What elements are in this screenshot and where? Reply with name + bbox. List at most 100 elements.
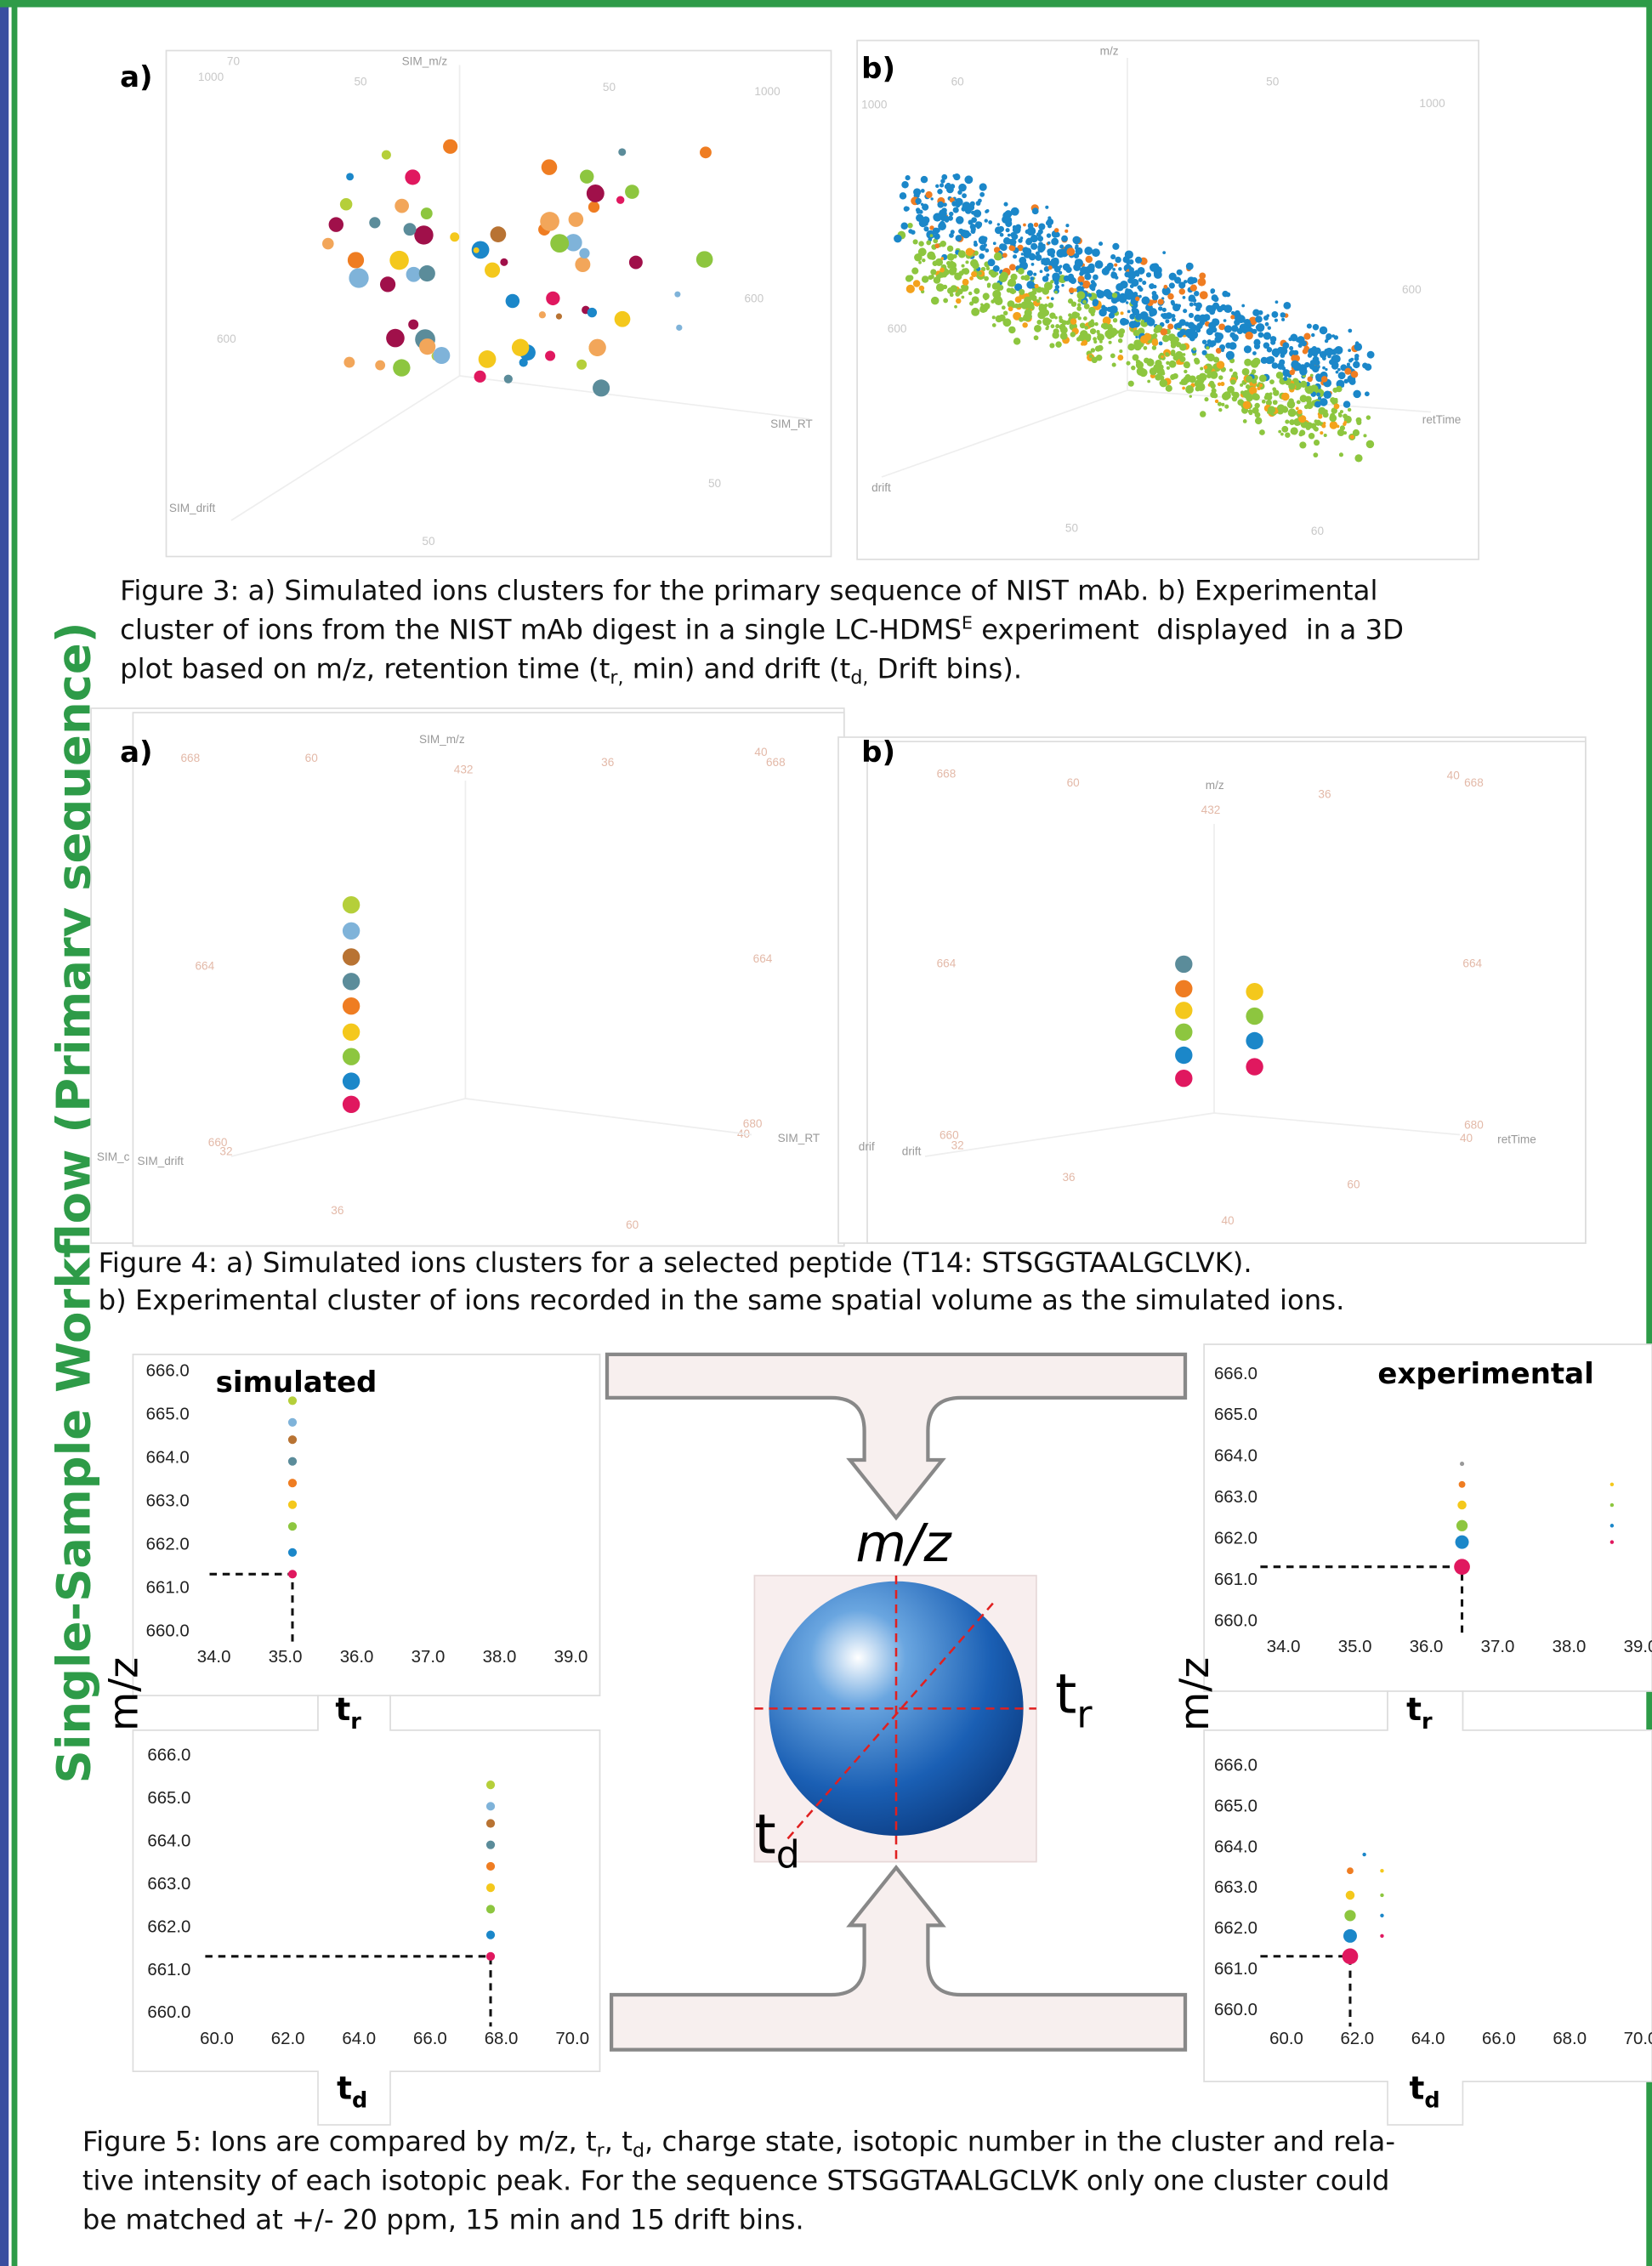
ion-sphere xyxy=(1013,254,1017,258)
ion-sphere xyxy=(1193,348,1196,351)
axis-annotation: 60 xyxy=(305,752,319,764)
axis-annotation: 40 xyxy=(1221,1214,1235,1227)
x-tick-label: 35.0 xyxy=(1338,1638,1372,1656)
caption-text: , t xyxy=(605,2126,633,2158)
ion-sphere xyxy=(1337,429,1345,437)
ion-sphere xyxy=(1084,247,1093,255)
ion-sphere xyxy=(1065,266,1071,272)
ion-sphere xyxy=(1019,289,1025,295)
ion-sphere xyxy=(918,261,922,264)
ion-sphere xyxy=(1186,364,1189,367)
caption-sub: d xyxy=(633,2139,644,2161)
ion-sphere xyxy=(1204,397,1208,401)
ion-sphere xyxy=(970,259,979,268)
caption: Figure 5: Ions are compared by m/z, tr, … xyxy=(82,2126,1395,2162)
ion-sphere xyxy=(1171,351,1176,356)
ion-sphere xyxy=(906,285,915,293)
ion-sphere xyxy=(987,283,991,287)
caption: plot based on m/z, retention time (tr, m… xyxy=(120,652,1022,689)
ion-sphere xyxy=(1054,279,1059,283)
ion-sphere xyxy=(1348,408,1351,412)
ion-sphere xyxy=(1281,366,1286,371)
x-tick-label: 36.0 xyxy=(1410,1638,1444,1656)
ion-sphere xyxy=(979,183,987,190)
ion-sphere xyxy=(1202,350,1207,355)
ion-sphere xyxy=(1008,234,1011,237)
ion-sphere xyxy=(1034,223,1038,227)
ion-sphere xyxy=(1349,378,1356,385)
ion-sphere xyxy=(979,192,985,197)
ion-sphere xyxy=(1329,414,1337,422)
axis-annotation: drift xyxy=(902,1144,922,1157)
ion-sphere xyxy=(933,213,941,221)
ion-sphere xyxy=(616,196,624,203)
ion-sphere xyxy=(954,305,957,309)
ion-sphere xyxy=(1256,384,1258,387)
ion-sphere xyxy=(915,198,921,204)
sphere-label: m/z xyxy=(855,1514,952,1574)
ion-sphere xyxy=(1131,299,1136,304)
ion-sphere xyxy=(1152,345,1156,349)
ion-sphere xyxy=(959,219,962,223)
plot-frame xyxy=(1204,1691,1652,2125)
ion-sphere xyxy=(977,222,982,227)
ion-sphere xyxy=(1058,267,1060,270)
ion-sphere xyxy=(1074,253,1079,258)
ion-sphere xyxy=(1113,318,1117,322)
caption-text: be matched at +/- 20 ppm, 15 min and 15 … xyxy=(82,2203,804,2235)
ion-sphere xyxy=(1110,305,1118,314)
ion-sphere xyxy=(922,258,925,262)
ion-sphere xyxy=(1196,325,1201,330)
ion-sphere xyxy=(1044,281,1053,290)
ion-sphere xyxy=(1336,371,1339,374)
ion-sphere xyxy=(1194,291,1199,296)
axis-annotation: 600 xyxy=(744,292,764,304)
y-tick-label: 665.0 xyxy=(146,1405,190,1423)
ion-sphere xyxy=(1040,270,1043,273)
panel-title: experimental xyxy=(1377,1357,1593,1391)
ion-sphere xyxy=(1152,293,1159,300)
panel-title: simulated xyxy=(216,1366,378,1400)
ion-sphere xyxy=(1318,407,1326,415)
ion-sphere xyxy=(940,241,946,247)
ion-sphere xyxy=(1010,246,1015,251)
ion-sphere xyxy=(1051,297,1054,300)
ion-sphere xyxy=(579,248,589,258)
ion-sphere xyxy=(1326,349,1330,353)
ion-sphere xyxy=(1210,288,1215,293)
ion-sphere xyxy=(1316,393,1320,397)
ion-sphere xyxy=(1183,296,1186,299)
ion-sphere xyxy=(569,212,584,227)
axis-annotation: 1000 xyxy=(1419,97,1445,110)
ion-sphere xyxy=(974,241,977,244)
ion-sphere xyxy=(1171,302,1175,306)
ion-sphere xyxy=(1330,397,1336,403)
ion-sphere xyxy=(1334,348,1339,353)
ion-sphere xyxy=(1213,357,1219,363)
ion-sphere xyxy=(1308,348,1316,356)
ion-sphere xyxy=(985,210,988,213)
ion-sphere xyxy=(962,193,967,198)
ion-sphere xyxy=(1324,434,1327,437)
plot-frame xyxy=(133,1695,599,2125)
ion-sphere xyxy=(913,239,918,244)
ion-sphere xyxy=(1263,332,1271,339)
ion-sphere xyxy=(1243,401,1252,410)
ion-sphere xyxy=(1184,329,1193,338)
axis-annotation: m/z xyxy=(1206,779,1224,792)
axis-annotation: 1000 xyxy=(754,85,781,98)
ion-sphere xyxy=(1185,385,1194,394)
ion-sphere xyxy=(443,139,457,154)
caption: Figure 4: a) Simulated ions clusters for… xyxy=(99,1247,1252,1279)
ion-sphere xyxy=(1300,395,1308,402)
ion-sphere xyxy=(934,233,940,239)
ion-sphere xyxy=(1334,403,1340,409)
ion-sphere xyxy=(1302,341,1307,346)
ion-sphere xyxy=(349,268,368,287)
ion-sphere xyxy=(1244,359,1252,366)
ion-sphere xyxy=(1186,263,1194,270)
ion-sphere xyxy=(1060,332,1068,340)
ion-sphere xyxy=(1147,318,1155,327)
ion-sphere xyxy=(908,275,914,281)
ion-sphere xyxy=(1327,355,1331,359)
